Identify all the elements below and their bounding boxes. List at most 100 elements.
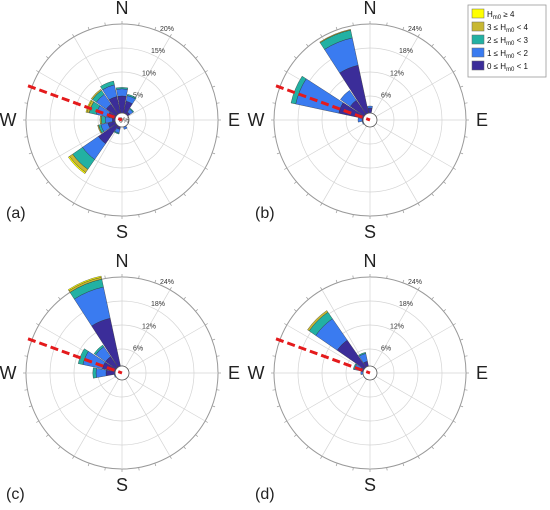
grid-spoke — [286, 119, 371, 169]
rose-bar-337.5-bin2 — [100, 80, 115, 90]
reference-direction-line — [275, 84, 371, 122]
panel-label-1: (b) — [255, 205, 275, 222]
rim-tick — [58, 296, 61, 300]
rim-tick — [169, 202, 172, 206]
rim-tick — [212, 405, 216, 408]
legend-text-1-rest: < 4 — [514, 23, 528, 32]
radial-tick-label: 6% — [381, 93, 391, 100]
rim-tick — [335, 210, 338, 214]
legend-text-2: 2 ≤ Hm0 < 3 — [487, 36, 529, 47]
grid-spoke — [121, 71, 206, 121]
rim-tick — [28, 405, 32, 408]
legend-item-4: 0 ≤ Hm0 < 1 — [471, 60, 529, 73]
rim-tick — [154, 279, 157, 283]
rim-tick — [452, 420, 456, 423]
panel-label-2: (c) — [6, 486, 25, 503]
grid-spoke — [369, 372, 454, 422]
radial-tick-label: 12% — [142, 323, 156, 330]
rim-tick — [36, 167, 40, 170]
rim-tick — [431, 446, 434, 450]
legend-item-3: 1 ≤ Hm0 < 2 — [471, 47, 529, 60]
rim-tick — [443, 309, 447, 312]
rim-tick — [402, 463, 405, 467]
rim-tick — [104, 214, 106, 218]
rim-tick — [24, 102, 28, 104]
radial-tick-label: 10% — [142, 70, 156, 77]
legend-text-4-rest: < 1 — [514, 62, 528, 71]
rim-tick — [216, 102, 220, 104]
rim-tick — [216, 389, 220, 391]
radial-tick-label: 18% — [151, 301, 165, 308]
grid-spoke — [369, 36, 419, 121]
grid-spoke — [369, 71, 454, 121]
rim-tick — [72, 202, 75, 206]
rim-tick — [169, 455, 172, 459]
grid-spoke — [369, 289, 419, 374]
rim-tick — [204, 420, 208, 423]
rim-tick — [386, 22, 388, 26]
rim-tick — [183, 193, 186, 197]
rim-tick — [402, 26, 405, 30]
rim-tick — [45, 56, 49, 59]
rim-tick — [460, 405, 464, 408]
rim-tick — [464, 389, 468, 391]
legend-text-1-sub: m0 — [506, 28, 515, 34]
rim-tick — [24, 136, 28, 138]
rim-tick — [293, 181, 297, 184]
legend-text-1-main: 3 ≤ H — [487, 23, 506, 32]
rim-tick — [72, 455, 75, 459]
rim-tick — [183, 296, 186, 300]
wind-rose-panel-2: 6% 12% 18% 24% N E S W (c) — [0, 251, 240, 503]
rose-bar-45-bin2 — [129, 107, 135, 113]
rim-tick — [45, 309, 49, 312]
cardinal-e: E — [228, 363, 240, 383]
rim-tick — [204, 167, 208, 170]
grid-spoke — [321, 372, 371, 457]
legend-swatch-2 — [471, 34, 485, 45]
rim-tick — [464, 136, 468, 138]
rim-tick — [386, 467, 388, 471]
rim-tick — [431, 193, 434, 197]
legend-swatch-3 — [471, 47, 485, 58]
rose-bar-270-bin1 — [95, 368, 107, 378]
legend-text-3: 1 ≤ Hm0 < 2 — [487, 49, 529, 60]
rim-tick — [195, 56, 199, 59]
rim-tick — [320, 455, 323, 459]
rim-tick — [154, 463, 157, 467]
rim-tick — [195, 434, 199, 437]
rim-tick — [284, 167, 288, 170]
rim-tick — [352, 214, 354, 218]
rim-tick — [212, 152, 216, 155]
cardinal-n: N — [116, 0, 129, 18]
legend-swatch-4 — [471, 60, 485, 71]
grid-spoke — [321, 119, 371, 204]
rim-tick — [138, 467, 140, 471]
rim-tick — [306, 296, 309, 300]
grid-spoke — [121, 119, 206, 169]
rim-tick — [293, 434, 297, 437]
rim-tick — [272, 355, 276, 357]
rim-tick — [24, 389, 28, 391]
legend-text-2-main: 2 ≤ H — [487, 36, 506, 45]
grid-spoke — [121, 289, 171, 374]
wind-rose-panel-3: 6% 12% 18% 24% N E S W (d) — [248, 251, 489, 503]
rose-bar-0-bin1 — [116, 88, 128, 97]
cardinal-n: N — [364, 251, 377, 271]
radial-tick-label: 20% — [160, 26, 174, 33]
rose-bar-0-bin2 — [115, 87, 129, 90]
radial-tick-label: 24% — [408, 26, 422, 33]
cardinal-w: W — [0, 363, 17, 383]
rim-tick — [335, 26, 338, 30]
rim-tick — [183, 446, 186, 450]
rim-tick — [138, 214, 140, 218]
rim-tick — [154, 210, 157, 214]
rim-tick — [306, 43, 309, 47]
rose-bar-337.5-bin4 — [67, 275, 102, 291]
wind-rose-panel-1: 6% 12% 18% 24% N E S W (b) — [248, 0, 489, 242]
legend: Hm0 ≥ 4 3 ≤ Hm0 < 4 2 ≤ Hm0 < 3 1 ≤ Hm0 … — [467, 4, 547, 78]
radial-tick-label: 18% — [399, 301, 413, 308]
grid-spoke — [73, 119, 123, 204]
rose-bar-0-bin1 — [367, 105, 373, 109]
rim-tick — [320, 202, 323, 206]
